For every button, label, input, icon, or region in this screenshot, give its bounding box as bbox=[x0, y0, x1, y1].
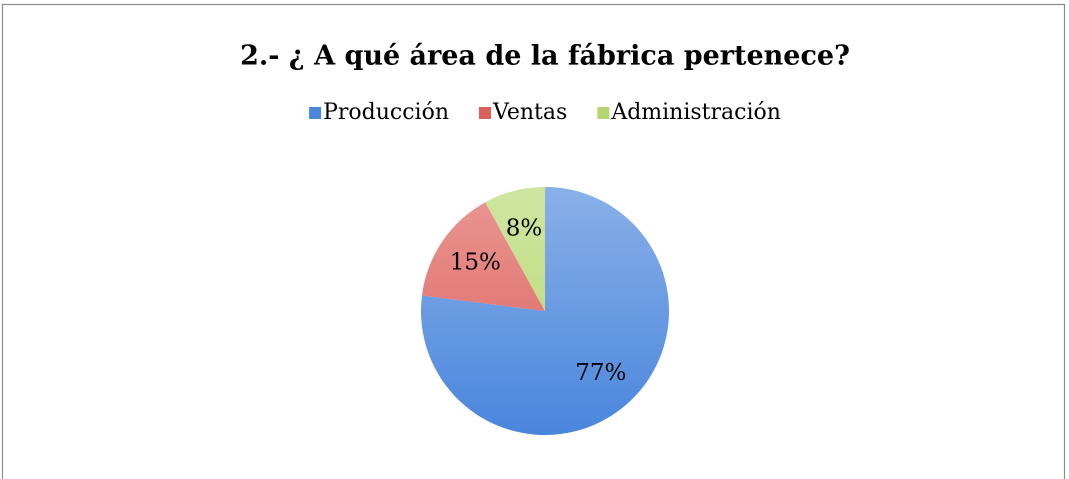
legend-label: Ventas bbox=[492, 100, 567, 125]
data-label: 77% bbox=[575, 360, 626, 386]
data-label: 15% bbox=[450, 250, 501, 276]
legend-label: Producción bbox=[323, 100, 449, 125]
data-label: 8% bbox=[506, 215, 543, 241]
legend-label: Administración bbox=[610, 100, 781, 125]
data-labels: 77% 15%8% bbox=[450, 215, 627, 386]
legend-swatch bbox=[479, 107, 491, 119]
legend: Producción Ventas Administración bbox=[309, 100, 781, 125]
legend-swatch bbox=[597, 107, 610, 119]
chart-title: 2.- ¿ A qué área de la fábrica pertenece… bbox=[240, 41, 850, 72]
legend-swatch bbox=[309, 107, 322, 119]
chart-frame bbox=[1, 3, 1066, 479]
pie bbox=[421, 187, 669, 435]
